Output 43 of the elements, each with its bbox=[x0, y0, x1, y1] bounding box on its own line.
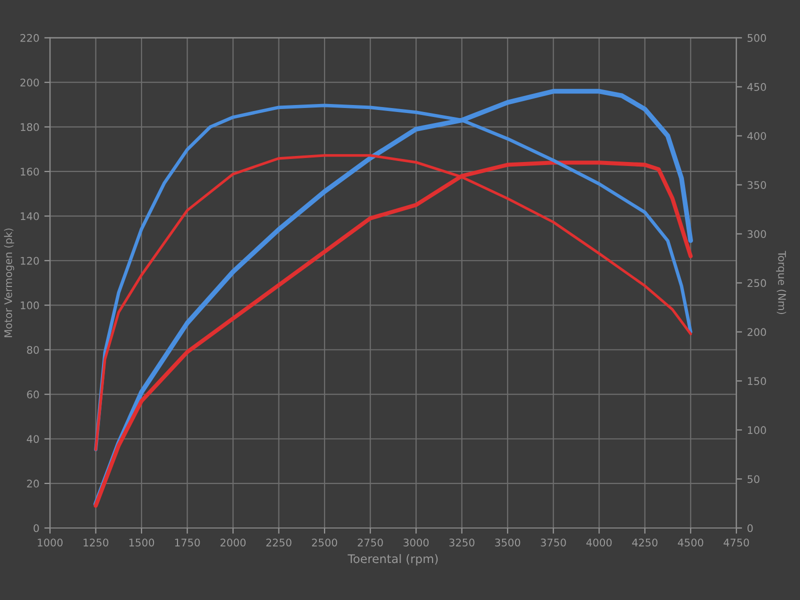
x-tick-label: 2250 bbox=[266, 538, 292, 546]
y2-tick-label: 400 bbox=[747, 132, 766, 140]
y-axis-title: Motor Vermogen (pk) bbox=[4, 228, 14, 338]
y2-tick-label: 0 bbox=[748, 524, 753, 532]
y2-tick-label: 200 bbox=[748, 328, 766, 336]
x-tick-label: 4750 bbox=[724, 538, 749, 546]
y2-tick-label: 250 bbox=[748, 279, 766, 288]
y-tick-label: 180 bbox=[20, 123, 39, 132]
y2-tick-label: 450 bbox=[747, 83, 766, 91]
x-tick-label: 1500 bbox=[129, 538, 154, 546]
x-tick-label: 4500 bbox=[678, 538, 704, 546]
x-tick-label: 3250 bbox=[449, 538, 474, 546]
y-tick-label: 120 bbox=[20, 256, 39, 265]
x-tick-label: 3500 bbox=[495, 538, 520, 546]
y2-tick-label: 500 bbox=[748, 34, 766, 42]
y-tick-label: 0 bbox=[34, 524, 39, 532]
y-tick-label: 100 bbox=[20, 301, 39, 310]
x-tick-label: 4000 bbox=[586, 538, 612, 546]
line-series bbox=[93, 88, 693, 507]
x-tick-label: 1250 bbox=[84, 538, 108, 546]
y2-tick-label: 300 bbox=[748, 230, 766, 238]
y-tick-label: 20 bbox=[27, 480, 39, 488]
y-tick-label: 160 bbox=[20, 168, 39, 176]
y-tick-label: 200 bbox=[20, 78, 39, 86]
x-tick-label: 2500 bbox=[312, 538, 338, 546]
x-axis-title: Toerental (rpm) bbox=[348, 554, 438, 566]
x-tick-label: 4250 bbox=[632, 538, 658, 546]
x-tick-label: 3750 bbox=[540, 538, 566, 546]
y2-tick-label: 50 bbox=[748, 475, 760, 484]
y-tick-label: 60 bbox=[27, 390, 39, 398]
y-tick-label: 40 bbox=[26, 435, 39, 443]
y2-tick-label: 150 bbox=[748, 377, 766, 386]
y-tick-label: 80 bbox=[27, 346, 39, 354]
y2-axis-title: Torque (Nm) bbox=[776, 250, 786, 314]
x-tick-label: 2000 bbox=[220, 538, 246, 546]
x-tick-label: 2750 bbox=[358, 538, 383, 546]
y2-tick-label: 100 bbox=[748, 426, 766, 434]
y-tick-label: 220 bbox=[20, 34, 39, 42]
y2-tick-label: 350 bbox=[748, 181, 766, 189]
x-tick-label: 1750 bbox=[175, 538, 200, 546]
y-tick-label: 140 bbox=[20, 212, 39, 220]
x-tick-label: 1000 bbox=[38, 538, 63, 546]
x-tick-label: 3000 bbox=[404, 538, 429, 546]
